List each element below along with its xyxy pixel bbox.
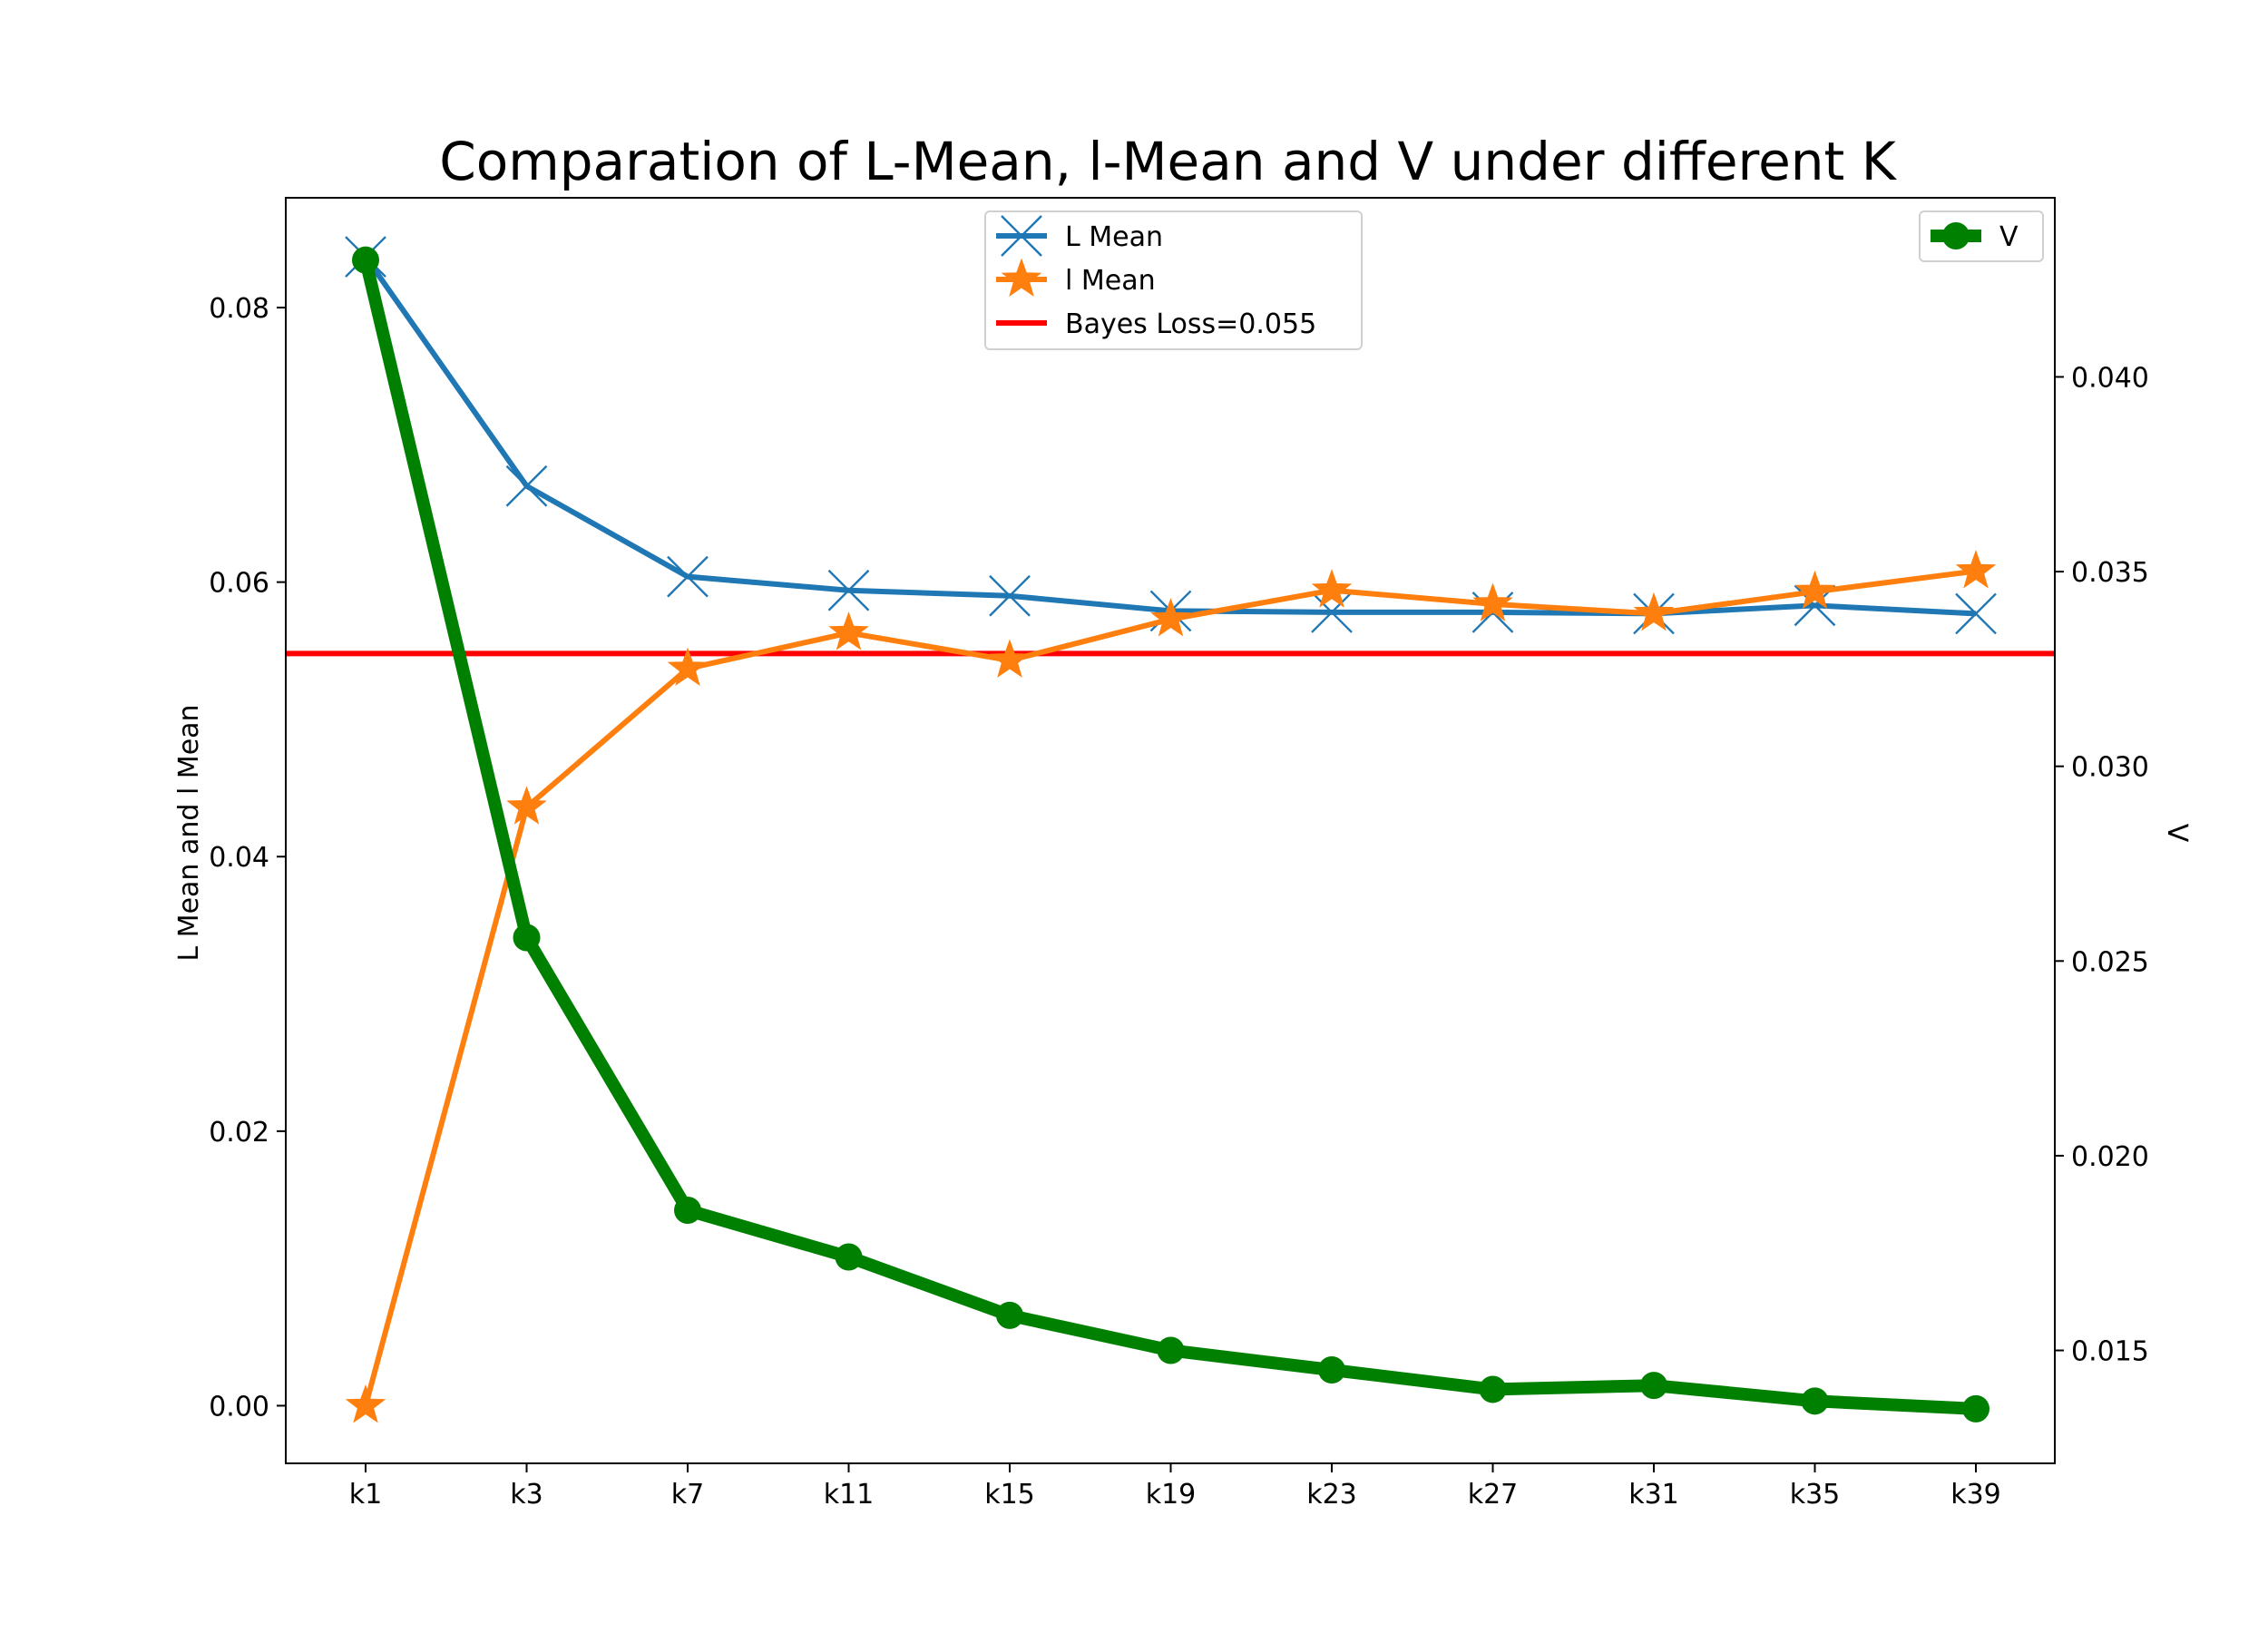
plot-area xyxy=(286,236,2055,1423)
y-tick-label: 0.06 xyxy=(209,568,269,600)
point-l-mean-k35 xyxy=(1794,570,1835,610)
point-v-k27 xyxy=(1479,1375,1507,1403)
point-v-k19 xyxy=(1157,1336,1185,1364)
axes: k1 k3 k7 k11 k15 k19 k23 k27 k31 k35 k39 0.00 0.02 0.… xyxy=(209,197,2149,1511)
x-tick-label: k1 xyxy=(349,1479,382,1511)
legend-label: L Mean xyxy=(1065,221,1163,253)
point-l-mean-k39 xyxy=(1955,592,1997,635)
point-v-k7 xyxy=(674,1197,701,1224)
x-tick-label: k39 xyxy=(1950,1479,2001,1511)
point-l-mean-k15 xyxy=(989,574,1031,617)
point-l-mean-k11 xyxy=(827,569,870,611)
legend-label: l Mean xyxy=(1065,265,1156,297)
y-tick-label: 0.04 xyxy=(209,842,269,874)
y2-axis-label: V xyxy=(2161,824,2193,843)
legend-main: L Mean l Mean Bayes Loss=0.055 xyxy=(984,210,1363,350)
point-l-mean-k3 xyxy=(505,464,548,507)
point-v-k39 xyxy=(1962,1394,1989,1423)
y2-tick-label: 0.015 xyxy=(2071,1336,2149,1368)
point-v-k15 xyxy=(996,1301,1023,1329)
y-axis-label: L Mean and l Mean xyxy=(173,704,205,961)
y-tick-label: 0.02 xyxy=(209,1117,269,1149)
legend-entry-v: V xyxy=(1931,221,2019,253)
point-v-k35 xyxy=(1801,1387,1829,1415)
x-tick-label: k7 xyxy=(671,1479,704,1511)
legend-entry-bayes-loss-0-055: Bayes Loss=0.055 xyxy=(996,308,1316,340)
series-line-v xyxy=(359,259,1977,1415)
y-tick-label: 0.08 xyxy=(209,293,269,325)
point-l-mean-k27 xyxy=(1472,582,1513,621)
point-l-mean-k23 xyxy=(1311,592,1353,633)
point-v-k3 xyxy=(513,924,541,952)
point-l-mean-k11 xyxy=(828,611,869,650)
y2-tick-label: 0.025 xyxy=(2071,946,2149,978)
legend-frame xyxy=(984,210,1363,350)
x-tick-label: k31 xyxy=(1628,1479,1679,1511)
point-l-mean-k3 xyxy=(506,786,547,825)
point-v-k11 xyxy=(835,1243,863,1271)
legend-v: V xyxy=(1919,210,2044,262)
point-l-mean-k15 xyxy=(989,639,1031,678)
point-l-mean-k19 xyxy=(1150,598,1191,637)
legend-label: Bayes Loss=0.055 xyxy=(1065,308,1316,340)
x-tick-label: k23 xyxy=(1306,1479,1357,1511)
x-tick-label: k3 xyxy=(510,1479,543,1511)
plot-frame xyxy=(285,197,2056,1464)
point-l-mean-k39 xyxy=(1955,550,1997,589)
x-tick-label: k27 xyxy=(1468,1479,1519,1511)
legend-marker xyxy=(1001,258,1042,297)
y2-tick-label: 0.020 xyxy=(2071,1141,2149,1173)
point-l-mean-k1 xyxy=(345,1384,386,1423)
legend-label: V xyxy=(1999,221,2019,253)
point-v-k23 xyxy=(1318,1355,1345,1384)
legend-marker xyxy=(1942,222,1970,249)
x-tick-label: k11 xyxy=(824,1479,875,1511)
legend-marker xyxy=(1001,215,1042,257)
x-tick-label: k15 xyxy=(984,1479,1035,1511)
y2-tick-label: 0.035 xyxy=(2071,557,2149,589)
point-v-k31 xyxy=(1640,1372,1667,1400)
point-v-k1 xyxy=(352,246,379,274)
point-l-mean-k31 xyxy=(1633,592,1675,631)
y-tick-label: 0.00 xyxy=(209,1391,269,1423)
point-l-mean-k7 xyxy=(667,647,709,686)
point-l-mean-k23 xyxy=(1311,569,1353,608)
x-tick-label: k35 xyxy=(1790,1479,1841,1511)
legend-entry-l-mean: l Mean xyxy=(996,258,1156,297)
y2-tick-label: 0.030 xyxy=(2071,752,2149,784)
series-v xyxy=(352,246,1989,1423)
series-l-mean xyxy=(345,550,1997,1423)
chart-title: Comparation of L-Mean, l-Mean and V unde… xyxy=(439,131,1897,192)
x-tick-label: k19 xyxy=(1146,1479,1197,1511)
series-line-l-mean xyxy=(363,568,1977,1407)
y2-tick-label: 0.040 xyxy=(2071,362,2149,394)
point-l-mean-k7 xyxy=(667,555,709,598)
legend-entry-l-mean: L Mean xyxy=(996,215,1163,257)
